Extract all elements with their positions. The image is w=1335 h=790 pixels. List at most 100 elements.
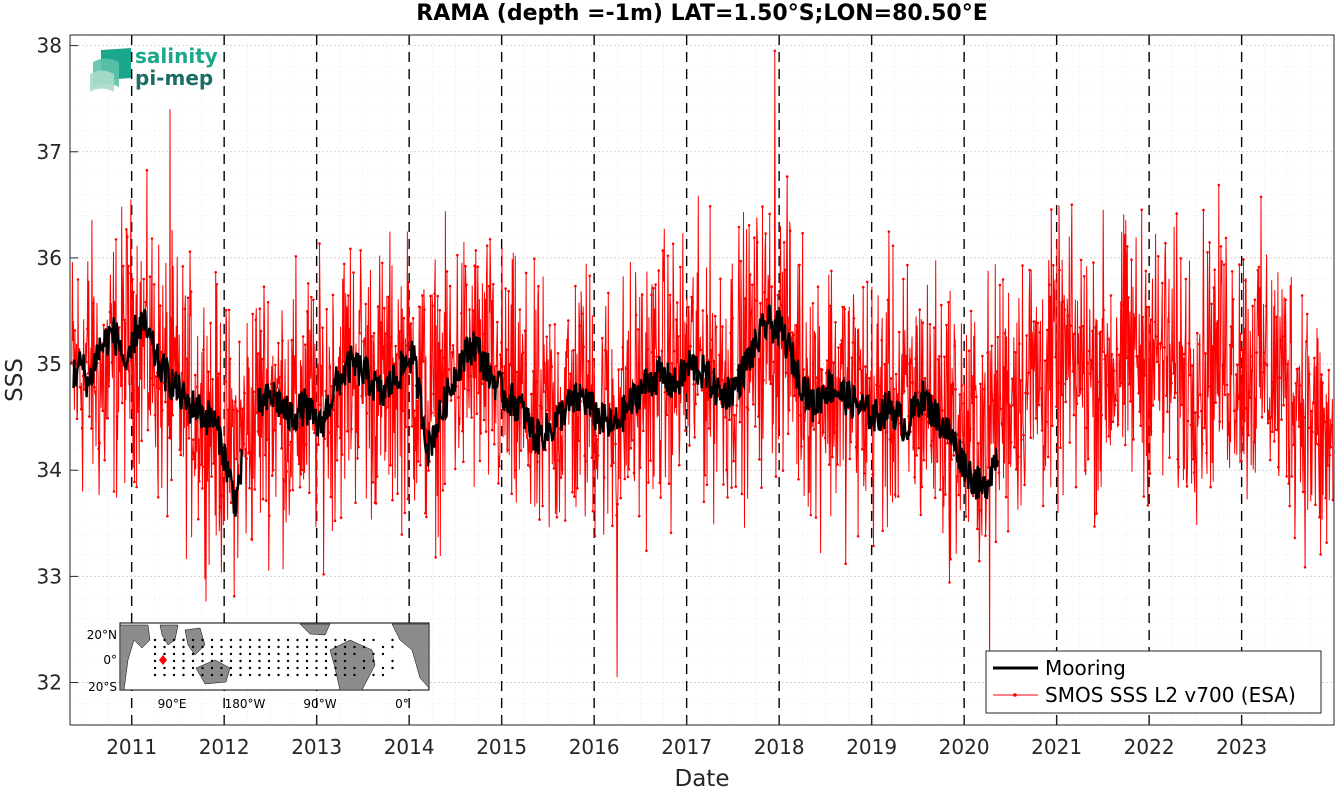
smos-point bbox=[659, 496, 662, 499]
smos-point bbox=[125, 228, 128, 231]
inset-buoy-dot bbox=[277, 673, 280, 677]
smos-point bbox=[392, 405, 395, 408]
smos-point bbox=[553, 323, 557, 326]
smos-point bbox=[779, 304, 783, 307]
smos-point bbox=[135, 485, 138, 489]
smos-point bbox=[403, 511, 407, 515]
smos-point bbox=[449, 399, 453, 402]
smos-point bbox=[1328, 454, 1332, 457]
smos-point bbox=[1244, 279, 1247, 282]
smos-point bbox=[935, 460, 939, 463]
inset-buoy-dot bbox=[391, 659, 394, 663]
smos-point bbox=[880, 339, 883, 342]
smos-point bbox=[173, 337, 176, 341]
smos-point bbox=[1104, 354, 1108, 358]
smos-point bbox=[336, 425, 340, 428]
smos-point bbox=[1089, 372, 1092, 375]
smos-point bbox=[150, 237, 154, 240]
smos-point bbox=[1081, 324, 1085, 328]
smos-point bbox=[383, 306, 386, 310]
smos-point bbox=[298, 485, 302, 489]
smos-point bbox=[88, 415, 91, 418]
smos-point bbox=[384, 332, 387, 335]
smos-point bbox=[108, 310, 112, 314]
smos-point bbox=[1109, 294, 1113, 297]
smos-point bbox=[86, 327, 89, 331]
smos-point bbox=[395, 353, 398, 356]
smos-point bbox=[507, 289, 510, 293]
smos-point bbox=[612, 461, 615, 465]
inset-buoy-dot bbox=[324, 673, 328, 677]
smos-point bbox=[1214, 401, 1217, 404]
smos-point bbox=[354, 501, 357, 505]
smos-point bbox=[431, 304, 434, 308]
smos-point bbox=[800, 445, 803, 448]
smos-point bbox=[595, 438, 599, 441]
smos-point bbox=[499, 353, 502, 357]
smos-point bbox=[927, 389, 931, 392]
smos-point bbox=[825, 359, 829, 363]
smos-point bbox=[1235, 373, 1238, 376]
smos-point bbox=[1256, 268, 1260, 272]
inset-buoy-dot bbox=[172, 645, 176, 649]
smos-point bbox=[1308, 372, 1311, 376]
smos-point bbox=[374, 502, 378, 505]
smos-point bbox=[92, 302, 95, 305]
smos-point bbox=[966, 410, 970, 414]
smos-point bbox=[1204, 352, 1207, 355]
smos-point bbox=[287, 443, 291, 447]
smos-point bbox=[132, 290, 135, 294]
smos-point bbox=[862, 471, 866, 475]
mooring-line-segment-2 bbox=[257, 304, 999, 500]
smos-point bbox=[1023, 483, 1026, 487]
smos-point bbox=[536, 460, 539, 464]
inset-buoy-dot bbox=[267, 652, 271, 656]
smos-point bbox=[607, 291, 610, 295]
smos-point bbox=[474, 249, 478, 252]
smos-point bbox=[933, 496, 937, 500]
smos-point bbox=[549, 352, 553, 356]
inset-buoy-dot bbox=[372, 638, 375, 642]
smos-point bbox=[658, 481, 661, 485]
smos-point bbox=[1288, 504, 1291, 508]
smos-point bbox=[556, 352, 560, 355]
smos-point bbox=[1312, 402, 1315, 405]
smos-point bbox=[1094, 326, 1097, 329]
smos-point bbox=[1182, 357, 1186, 361]
smos-point bbox=[796, 323, 799, 327]
inset-buoy-dot bbox=[391, 638, 394, 642]
smos-point bbox=[756, 241, 759, 244]
inset-buoy-dot bbox=[163, 673, 166, 677]
smos-point bbox=[350, 427, 353, 431]
smos-point bbox=[460, 312, 463, 315]
smos-point bbox=[365, 411, 369, 415]
smos-point bbox=[550, 365, 554, 368]
inset-lon-tick-2: 180°W bbox=[225, 697, 266, 711]
smos-point bbox=[788, 229, 792, 233]
smos-point bbox=[654, 283, 657, 286]
smos-point bbox=[957, 493, 961, 497]
smos-point bbox=[169, 437, 172, 440]
inset-buoy-dot bbox=[248, 659, 252, 663]
inset-buoy-dot bbox=[153, 673, 157, 677]
smos-point bbox=[1131, 381, 1134, 384]
inset-buoy-dot bbox=[191, 638, 195, 642]
smos-point bbox=[349, 247, 352, 251]
smos-point bbox=[464, 264, 467, 268]
smos-point bbox=[954, 388, 957, 391]
inset-buoy-dot bbox=[182, 673, 185, 677]
smos-point bbox=[1322, 408, 1325, 412]
inset-buoy-dot bbox=[172, 652, 176, 656]
smos-point bbox=[1061, 300, 1064, 304]
smos-point bbox=[857, 356, 861, 360]
smos-point bbox=[442, 356, 446, 360]
smos-point bbox=[498, 464, 501, 468]
smos-point bbox=[1031, 356, 1035, 359]
smos-point bbox=[976, 527, 979, 531]
smos-point bbox=[130, 359, 133, 362]
smos-point bbox=[1103, 357, 1106, 361]
smos-point bbox=[84, 360, 88, 364]
smos-point bbox=[1130, 258, 1133, 262]
smos-point bbox=[737, 225, 741, 229]
smos-point bbox=[679, 265, 682, 269]
